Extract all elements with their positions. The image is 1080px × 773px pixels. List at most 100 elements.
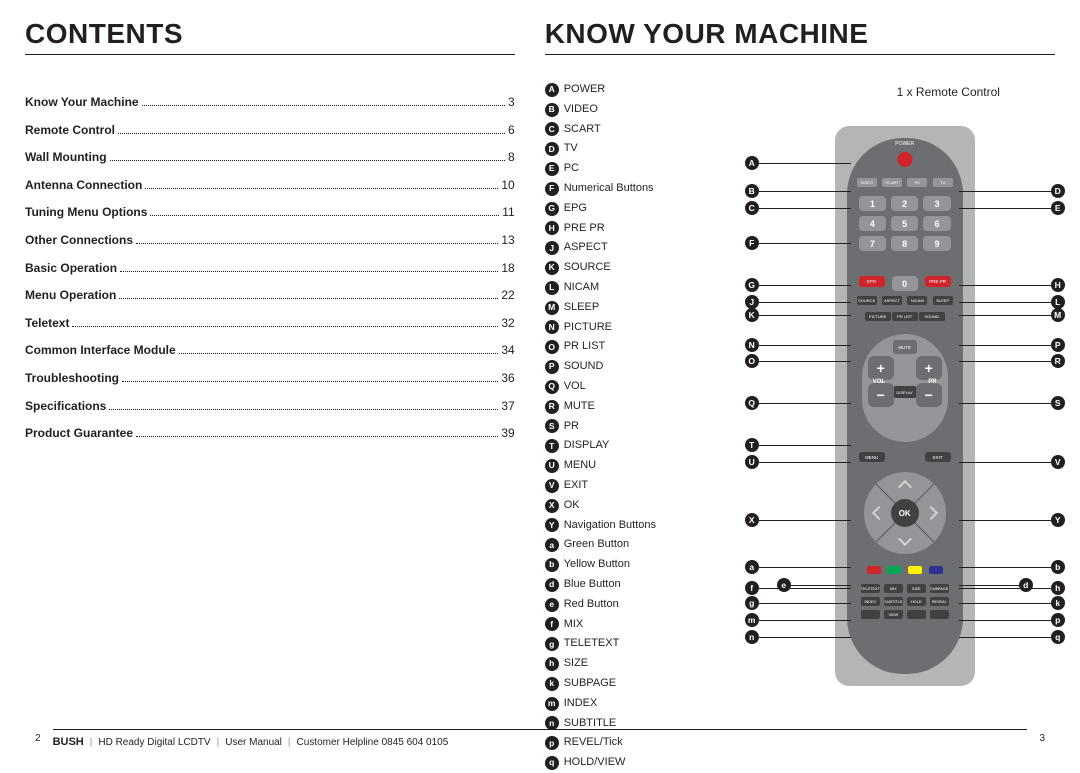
toc-row: Tuning Menu Options11 xyxy=(25,199,515,227)
toc: Know Your Machine 3Remote Control6Wall Mo… xyxy=(25,89,515,448)
toc-label: Basic Operation xyxy=(25,255,117,283)
pr-down: − xyxy=(916,383,942,407)
color-button xyxy=(908,566,922,574)
toc-label: Teletext xyxy=(25,310,69,338)
pointer-N: N xyxy=(745,338,851,352)
toc-label: Troubleshooting xyxy=(25,365,119,393)
legend-row: MSLEEP xyxy=(545,298,656,318)
legend-row: CSCART xyxy=(545,120,656,140)
toc-row: Troubleshooting 36 xyxy=(25,365,515,393)
pointer-J: J xyxy=(745,295,851,309)
num-3: 3 xyxy=(923,196,950,211)
legend-row: RMUTE xyxy=(545,397,656,417)
legend-row: FNumerical Buttons xyxy=(545,179,656,199)
footer: 2 BUSH | HD Ready Digital LCDTV | User M… xyxy=(35,729,1045,748)
pointer-V: V xyxy=(959,455,1065,469)
pointer-L: L xyxy=(959,295,1065,309)
legend-row: eRed Button xyxy=(545,595,656,615)
legend-row: kSUBPAGE xyxy=(545,674,656,694)
toc-label: Antenna Connection xyxy=(25,172,142,200)
pointer-Q: Q xyxy=(745,396,851,410)
power-button xyxy=(897,152,912,167)
legend-row: YNavigation Buttons xyxy=(545,516,656,536)
contents-title: CONTENTS xyxy=(25,18,515,55)
legend-row: VEXIT xyxy=(545,476,656,496)
num-9: 9 xyxy=(923,236,950,251)
legend-row: SPR xyxy=(545,417,656,437)
ok-button: OK xyxy=(891,499,919,527)
toc-page: 8 xyxy=(508,144,515,172)
num-6: 6 xyxy=(923,216,950,231)
toc-row: Specifications37 xyxy=(25,393,515,421)
toc-label: Tuning Menu Options xyxy=(25,199,147,227)
num-4: 4 xyxy=(859,216,886,231)
pointer-n: n xyxy=(745,630,851,644)
legend-row: mINDEX xyxy=(545,694,656,714)
vol-up: + xyxy=(868,356,894,380)
num-2: 2 xyxy=(891,196,918,211)
pointer-S: S xyxy=(959,396,1065,410)
epg-button: EPG xyxy=(859,276,885,287)
legend-row: OPR LIST xyxy=(545,337,656,357)
toc-page: 13 xyxy=(501,227,514,255)
toc-row: Know Your Machine 3 xyxy=(25,89,515,117)
pointer-k: k xyxy=(959,596,1065,610)
toc-row: Teletext 32 xyxy=(25,310,515,338)
pointer-T: T xyxy=(745,438,851,452)
pointer-q: q xyxy=(959,630,1065,644)
pointer-R: R xyxy=(959,354,1065,368)
toc-row: Wall Mounting8 xyxy=(25,144,515,172)
legend-row: BVIDEO xyxy=(545,100,656,120)
toc-label: Specifications xyxy=(25,393,106,421)
toc-page: 34 xyxy=(501,337,514,365)
color-button xyxy=(887,566,901,574)
toc-page: 3 xyxy=(508,89,515,117)
pointer-F: F xyxy=(745,236,851,250)
know-title: KNOW YOUR MACHINE xyxy=(545,18,1055,55)
package-label: 1 x Remote Control xyxy=(897,85,1000,99)
legend-row: NPICTURE xyxy=(545,318,656,338)
legend-row: JASPECT xyxy=(545,238,656,258)
legend-row: APOWER xyxy=(545,80,656,100)
color-button xyxy=(929,566,943,574)
pointer-g: g xyxy=(745,596,851,610)
pointer-b: b xyxy=(959,560,1065,574)
toc-page: 32 xyxy=(501,310,514,338)
legend-row: DTV xyxy=(545,139,656,159)
toc-label: Menu Operation xyxy=(25,282,116,310)
pointer-D: D xyxy=(959,184,1065,198)
toc-page: 10 xyxy=(501,172,514,200)
pointer-Y: Y xyxy=(959,513,1065,527)
toc-row: Remote Control6 xyxy=(25,117,515,145)
button-legend: APOWERBVIDEOCSCARTDTVEPCFNumerical Butto… xyxy=(545,80,656,773)
legend-row: gTELETEXT xyxy=(545,634,656,654)
vol-down: − xyxy=(868,383,894,407)
toc-page: 39 xyxy=(501,420,514,448)
legend-row: fMIX xyxy=(545,615,656,635)
remote-diagram: POWER VIDEOSCARTPCTV 123456789 EPG 0 PRE… xyxy=(745,108,1065,693)
toc-label: Product Guarantee xyxy=(25,420,133,448)
toc-label: Remote Control xyxy=(25,117,115,145)
legend-row: EPC xyxy=(545,159,656,179)
toc-page: 36 xyxy=(501,365,514,393)
color-button xyxy=(867,566,881,574)
pointer-B: B xyxy=(745,184,851,198)
pointer-m: m xyxy=(745,613,851,627)
pointer-C: C xyxy=(745,201,851,215)
pointer-a: a xyxy=(745,560,851,574)
prepr-button: PRE PR xyxy=(925,276,951,287)
num-8: 8 xyxy=(891,236,918,251)
legend-row: aGreen Button xyxy=(545,535,656,555)
toc-row: Product Guarantee 39 xyxy=(25,420,515,448)
toc-label: Know Your Machine xyxy=(25,89,139,117)
toc-row: Common Interface Module34 xyxy=(25,337,515,365)
toc-row: Basic Operation18 xyxy=(25,255,515,283)
pointer-p: p xyxy=(959,613,1065,627)
legend-row: bYellow Button xyxy=(545,555,656,575)
num-0: 0 xyxy=(892,276,918,291)
pr-up: + xyxy=(916,356,942,380)
legend-row: PSOUND xyxy=(545,357,656,377)
legend-row: QVOL xyxy=(545,377,656,397)
mute-button: MUTE xyxy=(893,340,917,354)
toc-row: Antenna Connection 10 xyxy=(25,172,515,200)
